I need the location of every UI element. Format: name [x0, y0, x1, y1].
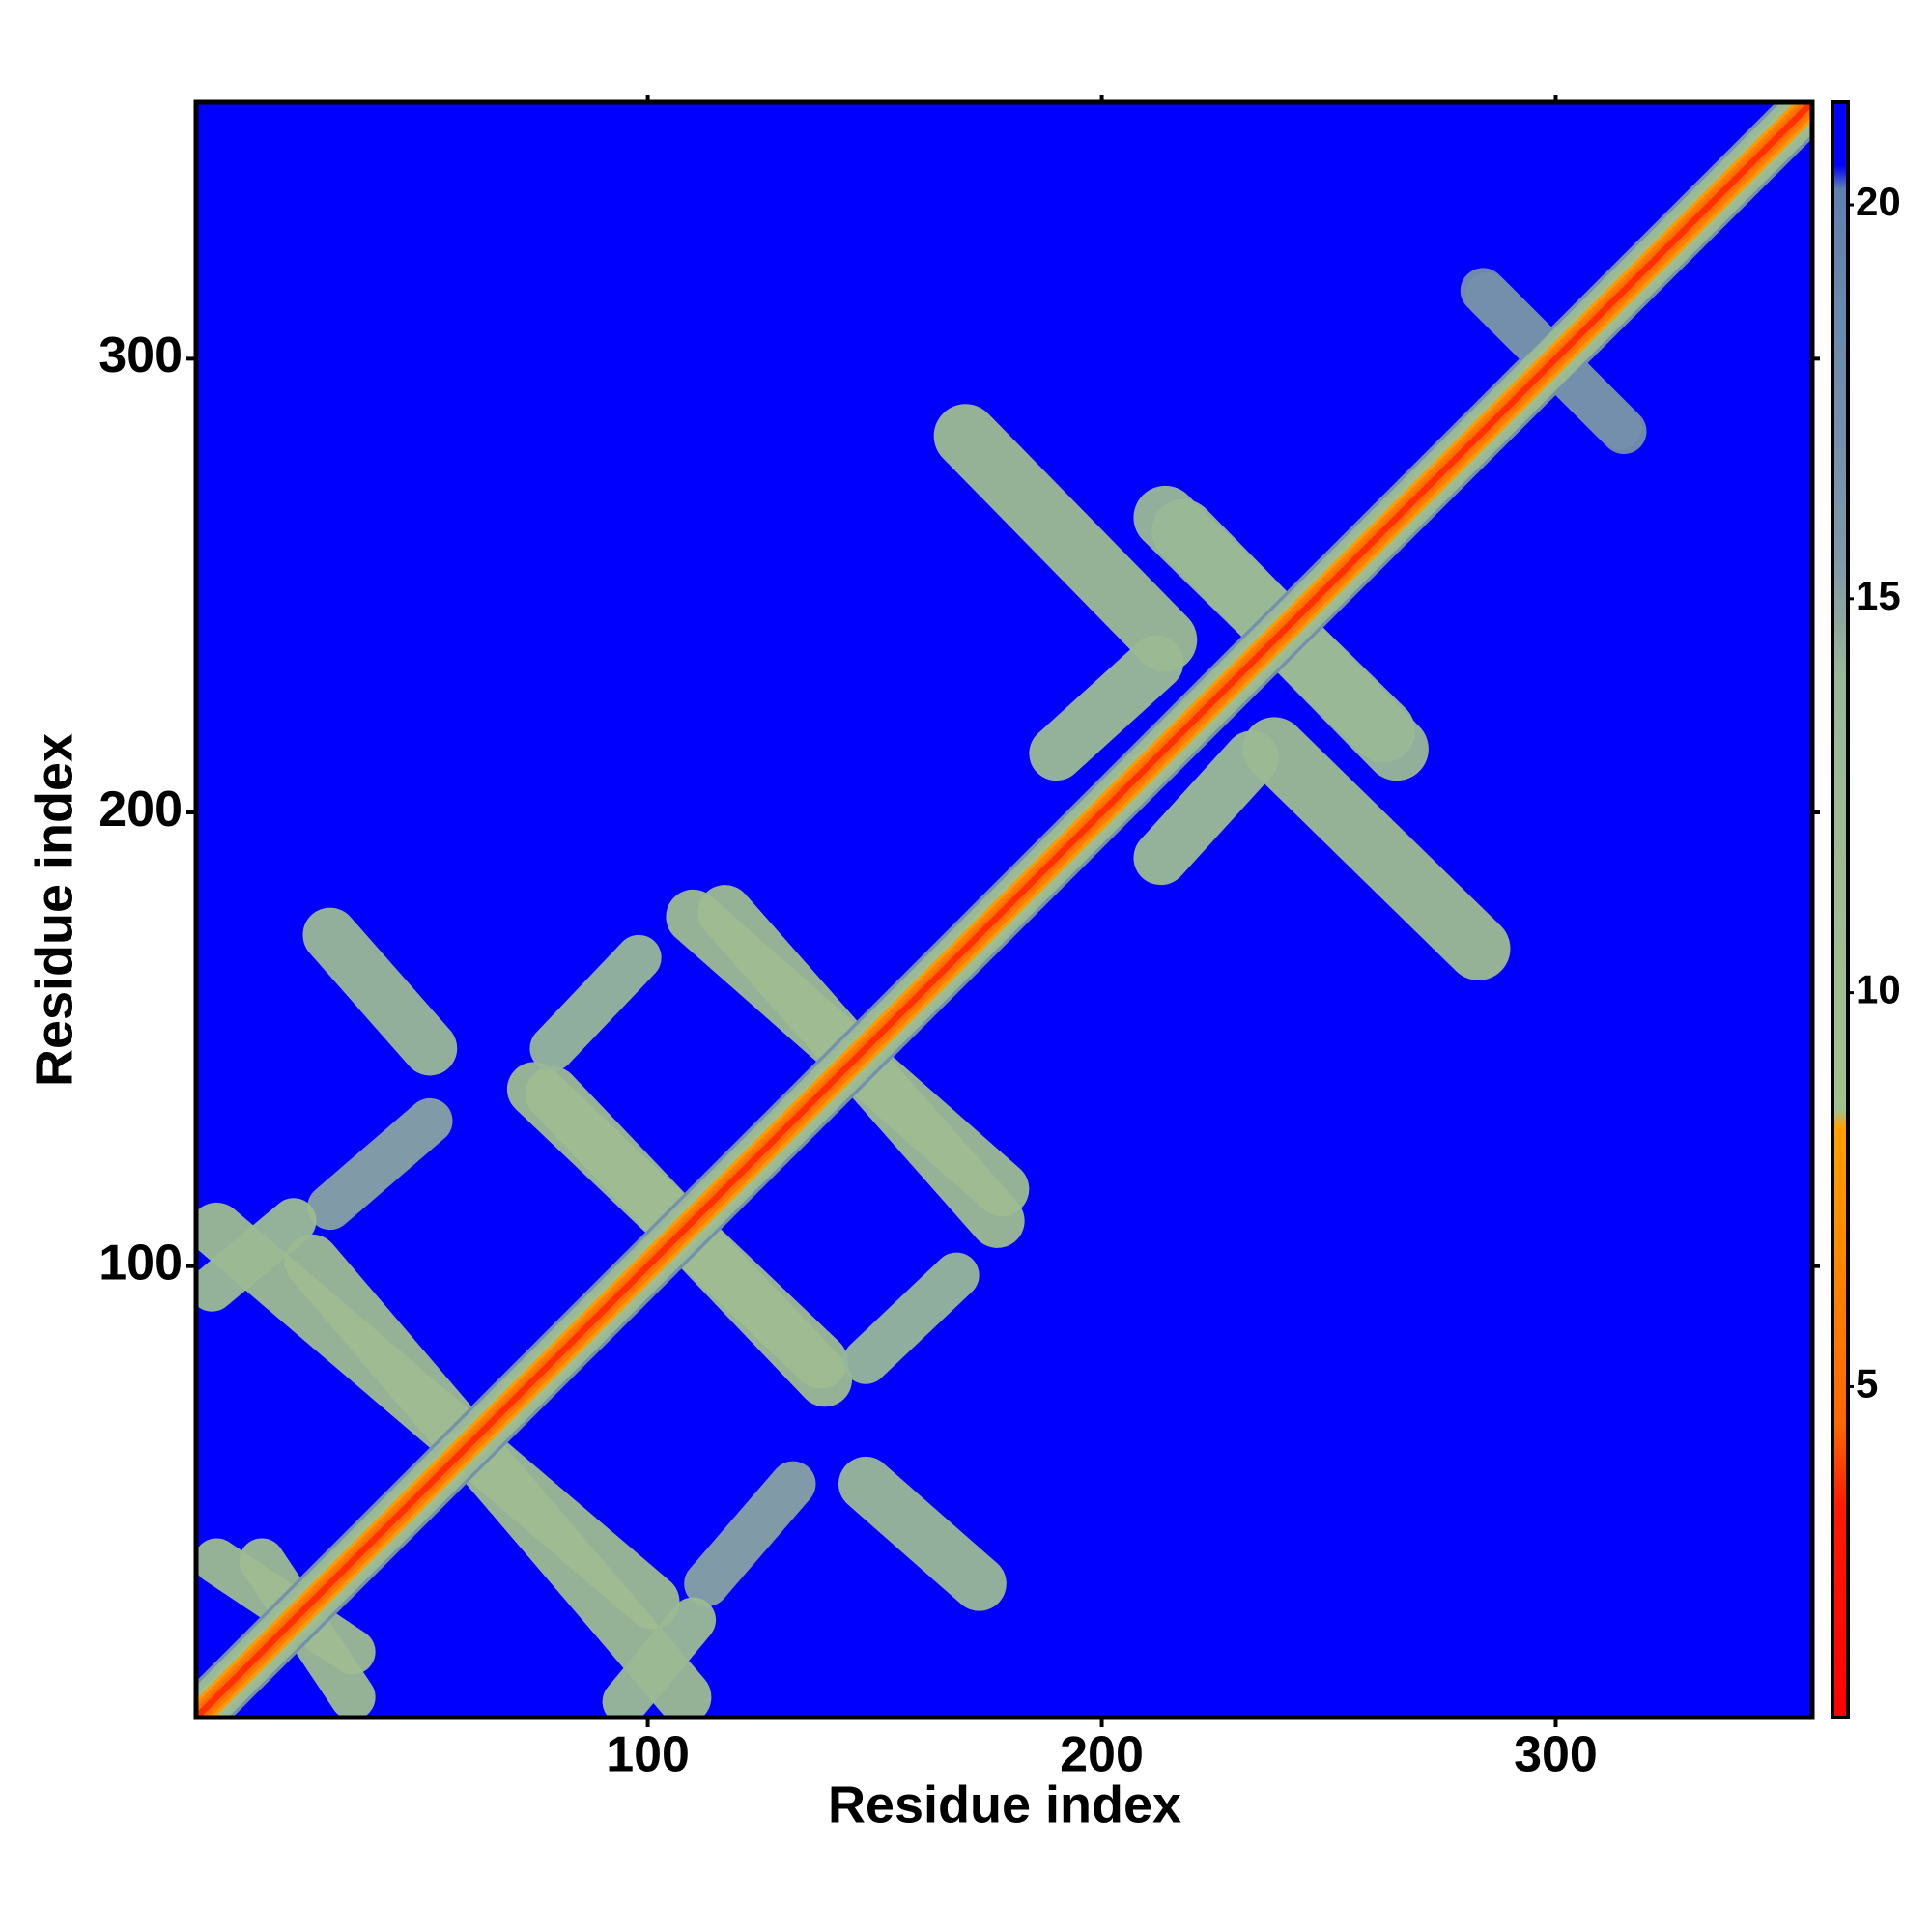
colorbar-tick-label: 5	[1856, 1361, 1878, 1406]
contact-strip	[838, 1456, 1007, 1611]
y-tick-label: 100	[99, 1235, 183, 1291]
x-tick-label: 300	[1514, 1727, 1598, 1783]
contact-strip	[196, 1198, 317, 1312]
colorbar	[1831, 100, 1850, 1719]
contact-strip	[602, 1597, 717, 1718]
colorbar-tick-label: 15	[1856, 573, 1901, 618]
contact-strip	[302, 907, 458, 1076]
x-tick-label: 100	[606, 1727, 690, 1783]
x-axis-title: Residue index	[828, 1776, 1181, 1833]
contact-strip	[933, 404, 1198, 672]
x-tick-label: 200	[1060, 1727, 1144, 1783]
contact-strip	[307, 1097, 453, 1231]
diagonal-band	[196, 102, 1812, 1718]
y-tick-label: 300	[99, 327, 183, 384]
y-axis-title: Residue index	[25, 733, 83, 1087]
contact-strip	[1029, 635, 1184, 781]
contact-strip	[684, 1461, 816, 1606]
y-tick-label: 200	[99, 781, 183, 838]
plot-area	[196, 102, 1812, 1718]
contact-strip	[1242, 717, 1511, 980]
contact-strip	[196, 1202, 680, 1630]
colorbar-tick-label: 10	[1856, 967, 1901, 1012]
contact-strip	[529, 934, 662, 1071]
plot-frame	[193, 99, 1815, 1720]
contact-strip	[842, 1252, 980, 1384]
colorbar-tick-label: 20	[1856, 179, 1901, 224]
contact-strip	[1133, 730, 1279, 886]
